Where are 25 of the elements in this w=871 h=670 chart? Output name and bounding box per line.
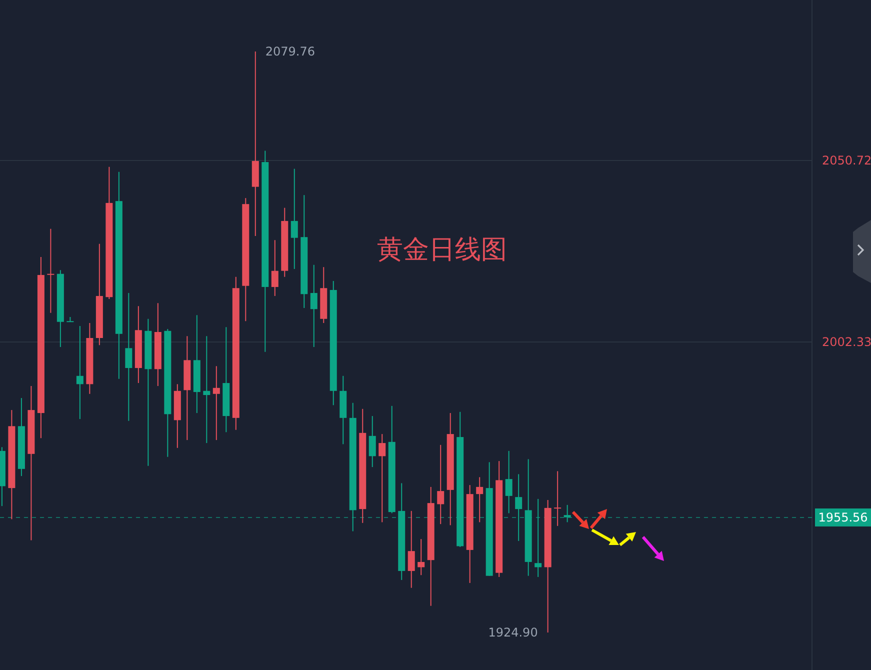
text: 黄金日线图 (377, 235, 507, 265)
candlestick (203, 336, 210, 444)
candlestick (76, 325, 84, 420)
candlestick (418, 538, 425, 576)
candlestick (290, 168, 298, 270)
candlestick (212, 366, 220, 441)
y-tick-label: 2050.72 (822, 153, 871, 168)
candlestick (271, 240, 278, 296)
candlestick (378, 434, 386, 523)
candlestick (564, 504, 571, 523)
candlestick (368, 416, 376, 468)
candlestick (125, 292, 132, 422)
candlestick (437, 444, 444, 525)
candlestick (515, 474, 522, 542)
candlestick (47, 228, 54, 314)
y-tick-label: 2002.33 (822, 334, 871, 349)
candlestick (554, 470, 562, 526)
candlestick (310, 264, 318, 348)
annotation: 1924.90 (488, 625, 538, 640)
candlestick (505, 450, 512, 514)
candlestick (476, 476, 484, 523)
candlestick (408, 510, 415, 588)
ref-line-label: 1955.56 (818, 510, 868, 524)
candlestick (534, 498, 542, 578)
annotation: 2079.76 (265, 44, 316, 59)
